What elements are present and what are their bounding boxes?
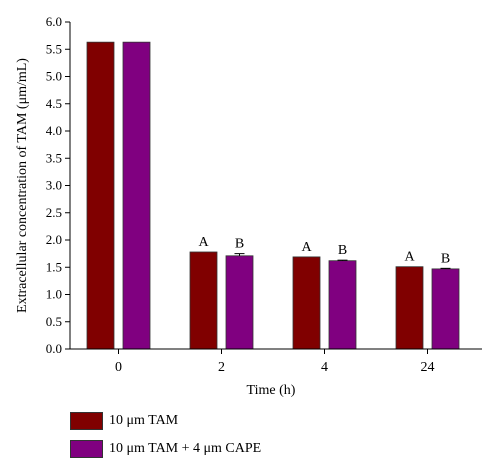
y-tick-label: 1.5 xyxy=(46,259,62,274)
y-tick-label: 2.0 xyxy=(46,232,62,247)
y-tick-label: 3.0 xyxy=(46,178,62,193)
bar-2h-series-1 xyxy=(189,251,218,350)
y-tick-label: 1.0 xyxy=(46,287,62,302)
x-tick-label: 4 xyxy=(321,360,328,375)
significance-label: B xyxy=(441,251,450,266)
significance-label: A xyxy=(198,235,209,250)
bar-4h-series-2 xyxy=(328,260,357,350)
x-axis-label: Time (h) xyxy=(247,383,296,398)
x-tick-label: 24 xyxy=(421,360,435,375)
y-tick-label: 0.5 xyxy=(46,314,62,329)
legend-swatch-tam-cape xyxy=(70,440,103,458)
y-tick-label: 5.5 xyxy=(46,41,62,56)
y-tick-label: 2.5 xyxy=(46,205,62,220)
significance-label: A xyxy=(301,240,312,255)
y-axis-label: Extracellular concentration of TAM (μm/m… xyxy=(15,58,30,313)
y-tick-label: 5.0 xyxy=(46,69,62,84)
legend-swatch-tam xyxy=(70,412,103,430)
legend-label-tam: 10 μm TAM xyxy=(109,413,179,428)
bar-0h-series-2 xyxy=(122,41,151,350)
x-tick-label: 2 xyxy=(218,360,225,375)
legend-label-tam-cape: 10 μm TAM + 4 μm CAPE xyxy=(109,441,262,456)
x-tick-label: 0 xyxy=(115,360,122,375)
significance-label: B xyxy=(235,237,244,252)
bar-0h-series-1 xyxy=(86,41,115,350)
bar-4h-series-1 xyxy=(292,256,321,350)
legend: 10 μm TAM 10 μm TAM + 4 μm CAPE xyxy=(70,410,261,466)
y-tick-label: 4.5 xyxy=(46,96,62,111)
legend-item-tam: 10 μm TAM xyxy=(70,410,261,432)
bar-2h-series-2 xyxy=(225,255,254,350)
y-tick-label: 4.0 xyxy=(46,123,62,138)
significance-label: A xyxy=(404,250,415,265)
significance-label: B xyxy=(338,243,347,258)
x-axis-ticks: 0 2 4 24 xyxy=(115,349,435,375)
bar-24h-series-2 xyxy=(431,268,460,350)
bar-24h-series-1 xyxy=(395,266,424,350)
y-axis-ticks: 0.0 0.5 1.0 1.5 2.0 2.5 3.0 3.5 4.0 4.5 5.0 5.5 6.0 xyxy=(46,14,70,356)
y-tick-label: 0.0 xyxy=(46,341,62,356)
bar-chart: 0.00.51.01.52.02.53.03.54.04.55.05.56.0 … xyxy=(15,14,482,398)
bars: A B A B A B xyxy=(86,41,460,350)
y-tick-label: 3.5 xyxy=(46,150,62,165)
y-tick-label: 6.0 xyxy=(46,14,62,29)
legend-item-tam-cape: 10 μm TAM + 4 μm CAPE xyxy=(70,438,261,460)
